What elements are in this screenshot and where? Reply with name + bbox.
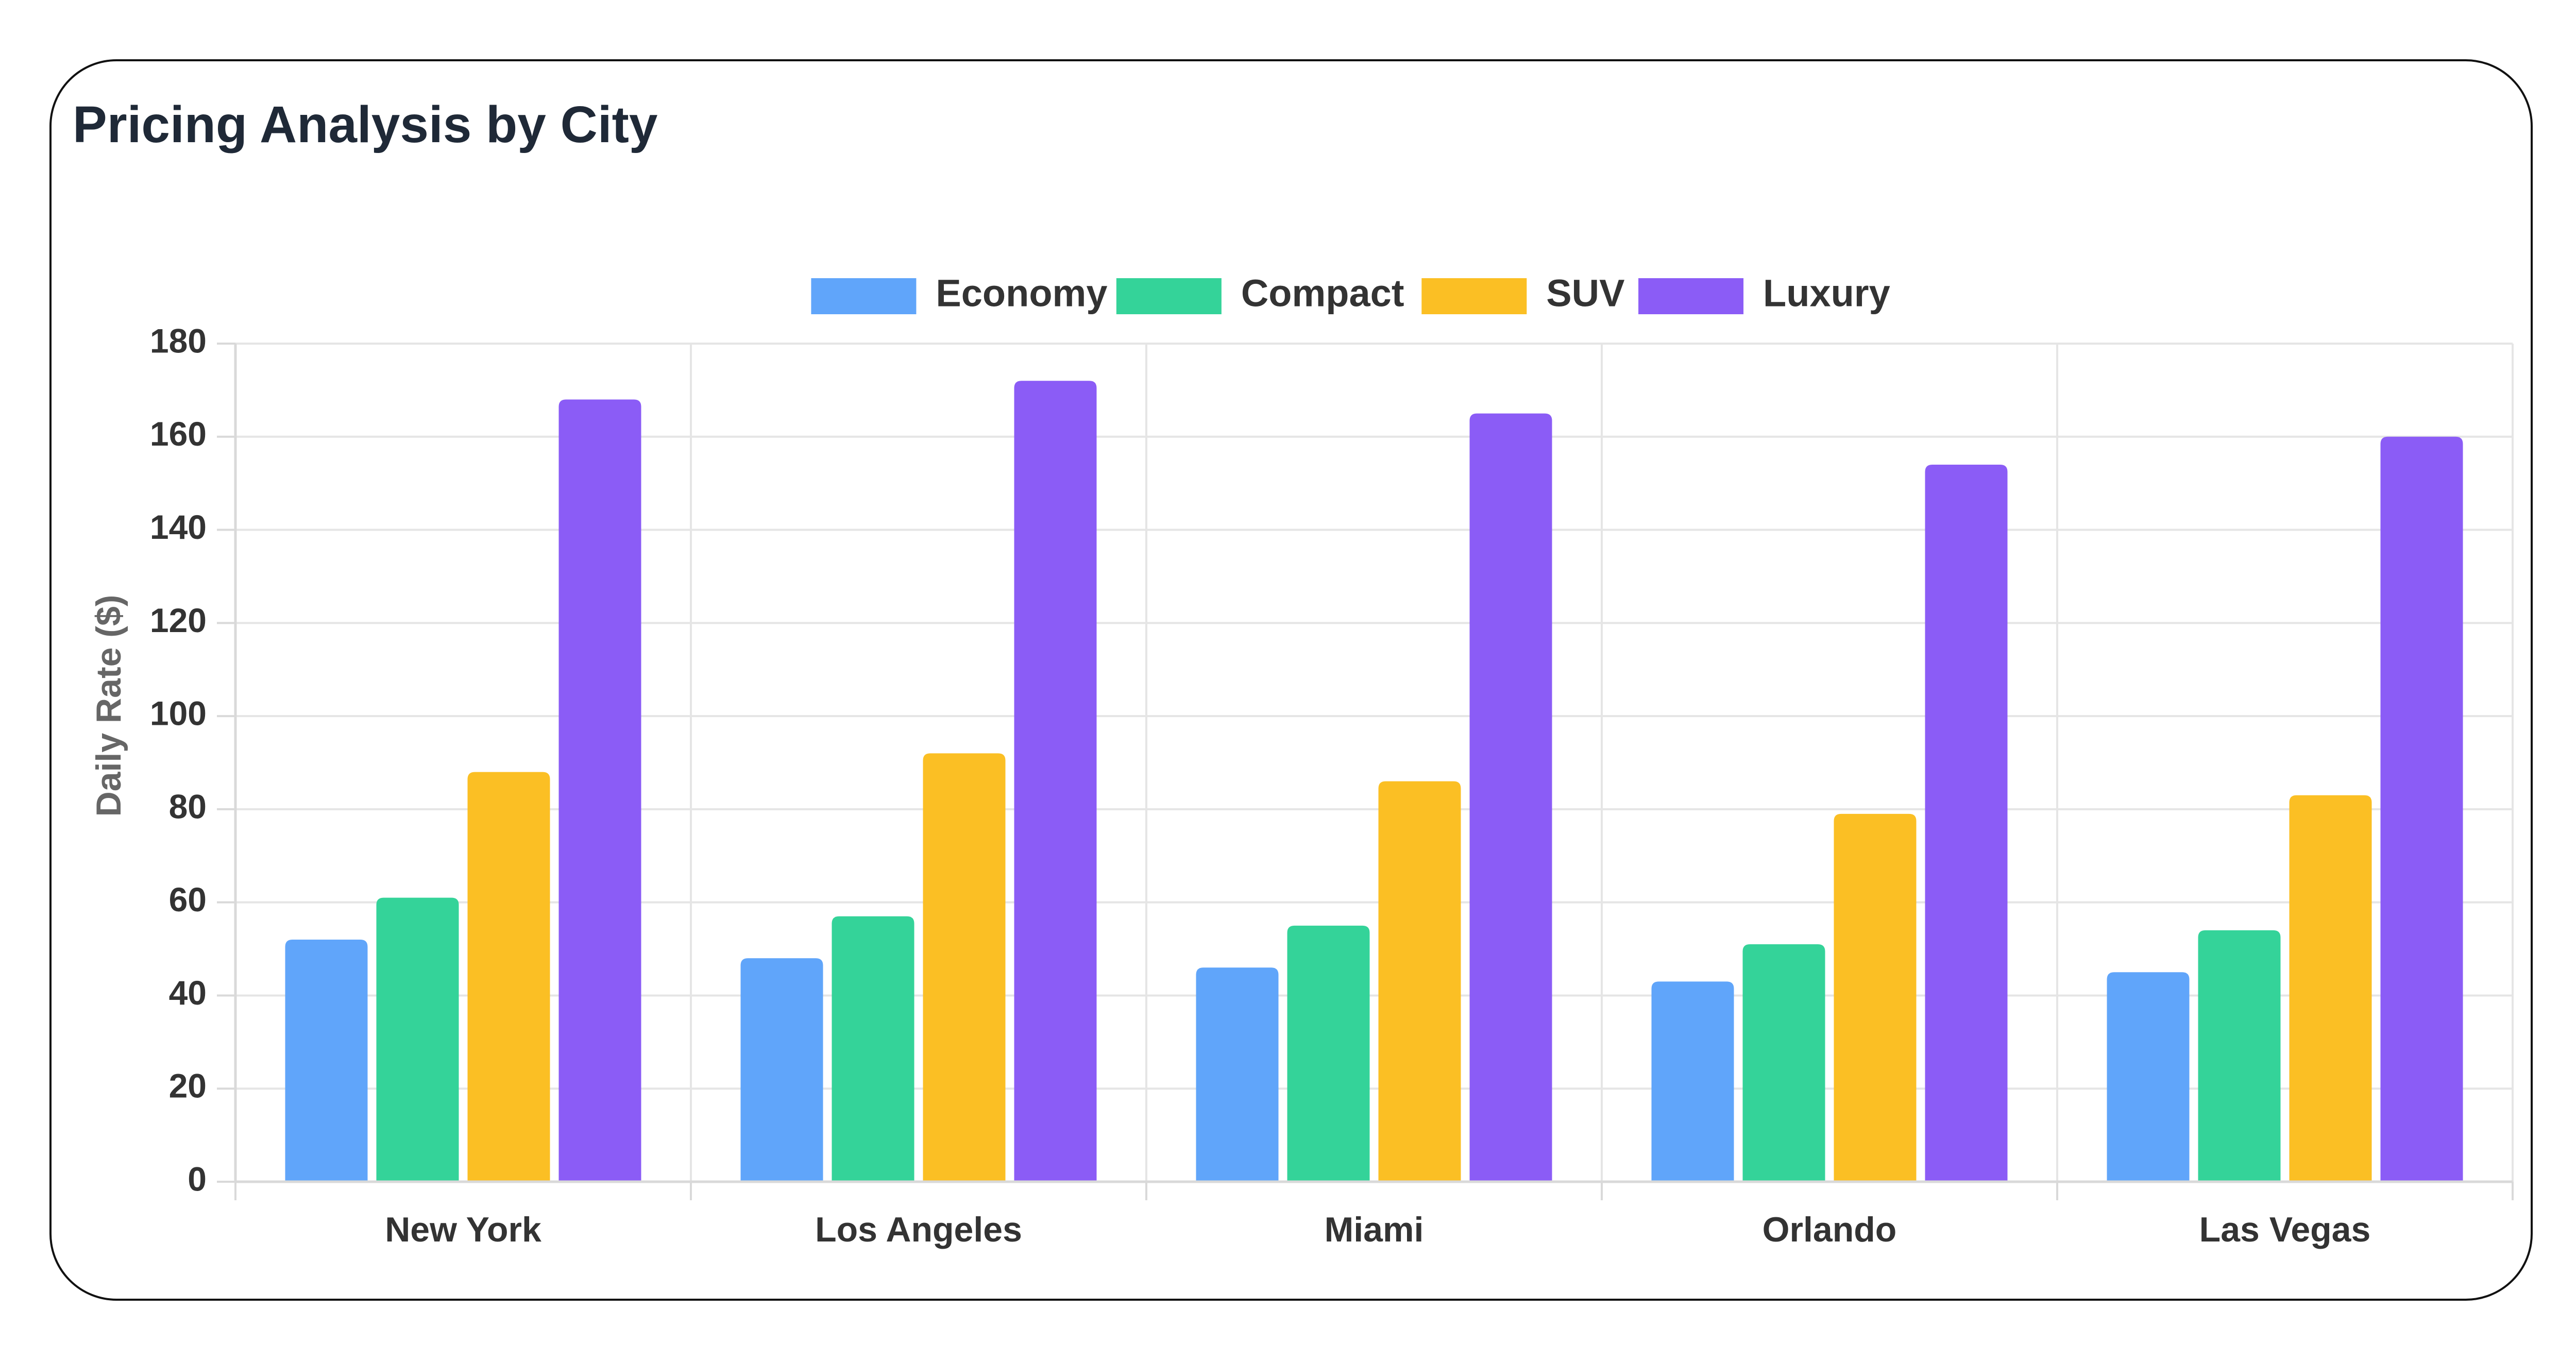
y-tick-label: 20 [169,1067,207,1105]
bar-economy-los-angeles [740,958,823,1182]
legend-swatch-compact [1116,278,1222,314]
axes: 0 20 40 60 80 100 120 140 160 180 New York Los Ange… [150,321,2514,1249]
y-tick-label: 60 [169,880,207,918]
bars [285,381,2463,1182]
bar-compact-los-angeles [832,916,914,1182]
legend-label-economy: Economy [936,272,1107,315]
y-tick-label: 140 [150,508,207,546]
y-tick-label: 0 [188,1160,207,1198]
bar-luxury-new-york [558,399,641,1182]
bar-suv-los-angeles [923,753,1006,1182]
y-tick-label: 100 [150,694,207,733]
legend-label-luxury: Luxury [1763,272,1890,315]
bar-luxury-los-angeles [1014,381,1097,1182]
bar-suv-orlando [1834,813,1917,1182]
bar-compact-new-york [376,897,459,1182]
y-tick-label: 180 [150,321,207,360]
bar-compact-las-vegas [2198,930,2281,1182]
bar-economy-new-york [285,939,368,1182]
legend-swatch-economy [811,278,917,314]
bar-compact-miami [1287,925,1370,1182]
y-tick-label: 40 [169,974,207,1012]
legend-swatch-luxury [1638,278,1744,314]
y-tick-label: 120 [150,601,207,639]
legend-swatch-suv [1421,278,1527,314]
x-tick-label: Miami [1325,1210,1424,1249]
legend-label-compact: Compact [1241,272,1404,315]
legend-label-suv: SUV [1546,272,1624,315]
bar-economy-las-vegas [2107,972,2190,1182]
bar-economy-orlando [1651,981,1734,1182]
bar-suv-miami [1378,781,1461,1182]
bar-luxury-las-vegas [2380,436,2463,1182]
x-tick-label: Orlando [1762,1210,1897,1249]
bar-luxury-miami [1469,413,1552,1182]
bar-compact-orlando [1742,944,1825,1182]
x-tick-label: New York [385,1210,541,1249]
y-axis-title: Daily Rate ($) [89,595,128,817]
y-tick-label: 160 [150,415,207,453]
y-tick-label: 80 [169,787,207,825]
bar-luxury-orlando [1925,465,2008,1182]
bar-suv-new-york [467,772,550,1182]
card-title: Pricing Analysis by City [73,96,658,154]
bar-suv-las-vegas [2289,795,2372,1182]
legend: Economy Compact SUV Luxury [811,272,1890,315]
x-tick-label: Las Vegas [2199,1210,2371,1249]
bar-economy-miami [1196,967,1279,1182]
x-tick-label: Los Angeles [815,1210,1022,1249]
